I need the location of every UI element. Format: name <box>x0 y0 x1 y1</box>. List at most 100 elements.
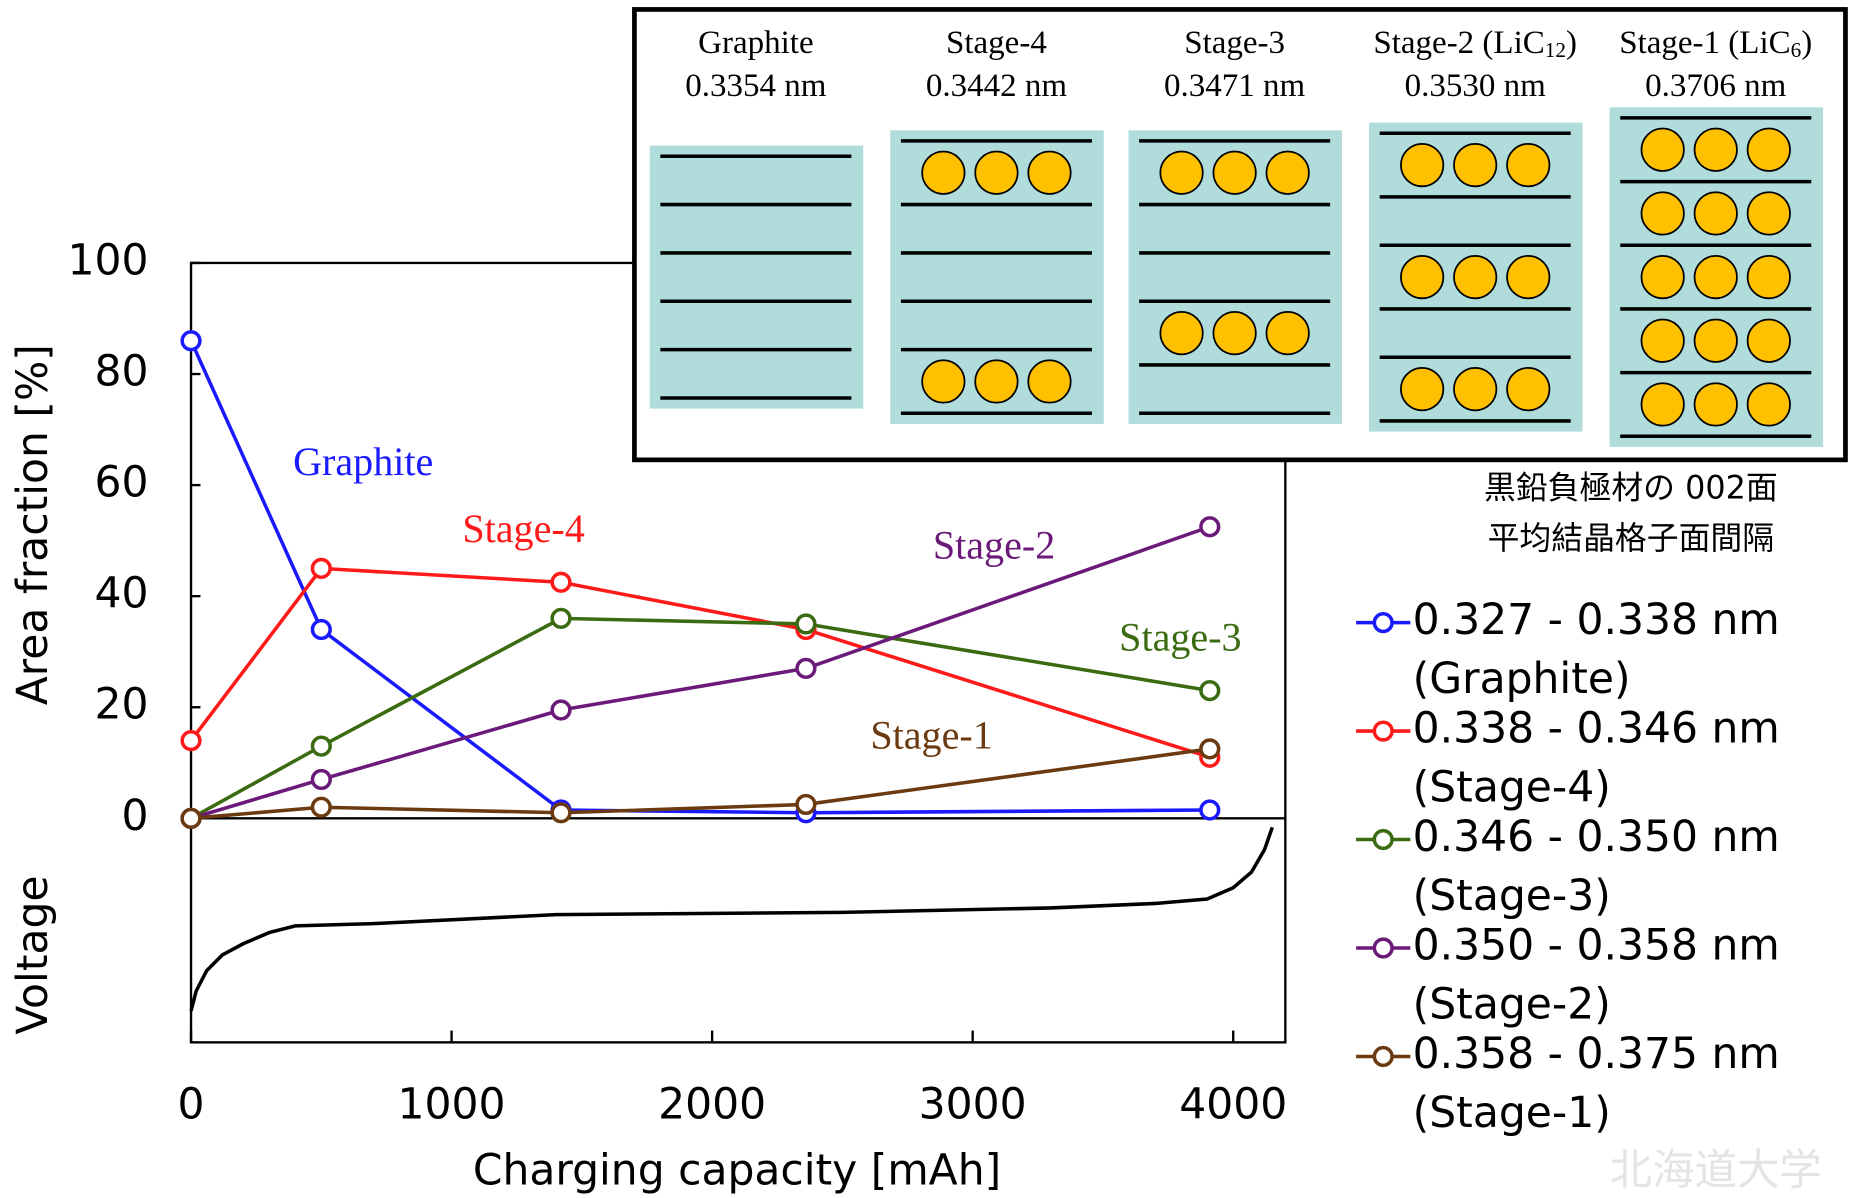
stage-spacing: 0.3706 nm <box>1645 68 1787 104</box>
li-ion <box>1453 142 1498 188</box>
li-ion <box>1400 254 1445 300</box>
data-point <box>310 796 332 818</box>
li-ion <box>1027 359 1072 404</box>
data-point <box>180 807 202 829</box>
series-annotation: Stage-3 <box>1119 615 1241 660</box>
series-annotation: Stage-4 <box>462 506 584 551</box>
data-point <box>550 699 572 721</box>
stage-name: Stage-4 <box>946 24 1047 60</box>
y-tick-label: 40 <box>95 570 149 619</box>
stage-name: Stage-2 (LiC12) <box>1373 24 1577 61</box>
legend-label: (Stage-3) <box>1413 872 1611 921</box>
li-ion <box>974 359 1019 404</box>
stage-box <box>649 145 864 409</box>
li-ion <box>1746 254 1791 300</box>
y-tick-label: 80 <box>95 348 149 397</box>
stage-spacing: 0.3442 nm <box>926 68 1068 104</box>
li-ion <box>1693 318 1738 363</box>
legend-label: (Stage-2) <box>1413 980 1611 1029</box>
li-ion <box>1506 367 1551 412</box>
li-ion <box>1265 310 1310 356</box>
li-ion <box>1212 150 1257 195</box>
data-point <box>1199 679 1221 702</box>
stage-name: Stage-3 <box>1184 24 1285 60</box>
li-ion <box>1506 254 1551 300</box>
stage-name-part: ) <box>1566 24 1577 60</box>
data-point <box>1199 738 1221 760</box>
li-ion <box>1746 382 1791 427</box>
data-point <box>310 768 332 791</box>
li-ion <box>1693 127 1738 172</box>
stage-name: Stage-1 (LiC6) <box>1619 24 1812 61</box>
li-ion <box>1159 150 1204 195</box>
x-tick-label: 0 <box>178 1081 205 1130</box>
li-ion <box>1640 254 1685 300</box>
li-ion <box>1212 310 1257 356</box>
watermark: 北海道大学 <box>1610 1147 1822 1196</box>
stage-name-part: Stage-1 (LiC <box>1619 24 1790 60</box>
li-ion <box>1453 367 1498 412</box>
legend-marker <box>1372 720 1394 742</box>
li-ion <box>1640 318 1685 363</box>
data-point <box>1199 516 1221 538</box>
legend-title: 黒鉛負極材の 002面 <box>1484 468 1778 506</box>
legend-label: 0.327 - 0.338 nm <box>1413 596 1780 645</box>
data-point <box>310 735 332 757</box>
data-point <box>310 557 332 580</box>
stage-name: Graphite <box>698 24 813 60</box>
legend-label: 0.346 - 0.350 nm <box>1413 813 1780 862</box>
stage-name-part: Stage-3 <box>1184 24 1285 60</box>
stage-name-part: ) <box>1801 24 1812 60</box>
legend-label: (Stage-1) <box>1413 1089 1611 1138</box>
li-ion <box>1640 382 1685 427</box>
y-tick-label: 20 <box>95 681 149 730</box>
legend-label: 0.358 - 0.375 nm <box>1413 1030 1780 1079</box>
x-tick-label: 2000 <box>658 1081 766 1130</box>
data-point <box>550 802 572 824</box>
li-ion <box>1159 310 1204 356</box>
legend-marker <box>1372 1045 1394 1068</box>
data-point <box>795 793 817 816</box>
legend-marker <box>1372 611 1394 634</box>
series-line <box>189 826 1274 1012</box>
li-ion <box>921 150 966 195</box>
li-ion <box>1693 382 1738 427</box>
stage-name-part: 6 <box>1791 38 1802 62</box>
li-ion <box>1746 191 1791 236</box>
stage-name-part: Stage-4 <box>946 24 1047 60</box>
data-point <box>550 571 572 593</box>
y-tick-label: 100 <box>68 236 149 285</box>
stage-name-part: Stage-2 (LiC <box>1373 24 1544 60</box>
stage-spacing: 0.3530 nm <box>1405 68 1547 104</box>
li-ion <box>974 150 1019 195</box>
series-annotation: Graphite <box>293 439 433 484</box>
li-ion <box>1640 127 1685 172</box>
li-ion <box>1453 254 1498 300</box>
data-point <box>795 613 817 635</box>
x-tick-label: 4000 <box>1179 1081 1287 1130</box>
li-ion <box>1746 127 1791 172</box>
data-point <box>1199 799 1221 821</box>
y-axis-label: Voltage <box>9 876 58 1035</box>
x-axis-label: Charging capacity [mAh] <box>473 1147 1001 1196</box>
li-ion <box>1027 150 1072 195</box>
series-annotation: Stage-2 <box>933 523 1055 568</box>
li-ion <box>1746 318 1791 363</box>
li-ion <box>1640 191 1685 236</box>
legend-label: 0.338 - 0.346 nm <box>1413 705 1780 754</box>
data-point <box>310 618 332 641</box>
x-tick-label: 1000 <box>398 1081 506 1130</box>
li-ion <box>1400 367 1445 412</box>
li-ion <box>1265 150 1310 195</box>
stage-spacing: 0.3471 nm <box>1164 68 1306 104</box>
legend-title: 平均結晶格子面間隔 <box>1488 519 1774 557</box>
data-point <box>180 330 202 352</box>
data-point <box>180 729 202 752</box>
data-point <box>550 607 572 629</box>
x-tick-label: 3000 <box>919 1081 1027 1130</box>
li-ion <box>1693 191 1738 236</box>
li-ion <box>1506 142 1551 188</box>
legend-label: 0.350 - 0.358 nm <box>1413 922 1780 971</box>
